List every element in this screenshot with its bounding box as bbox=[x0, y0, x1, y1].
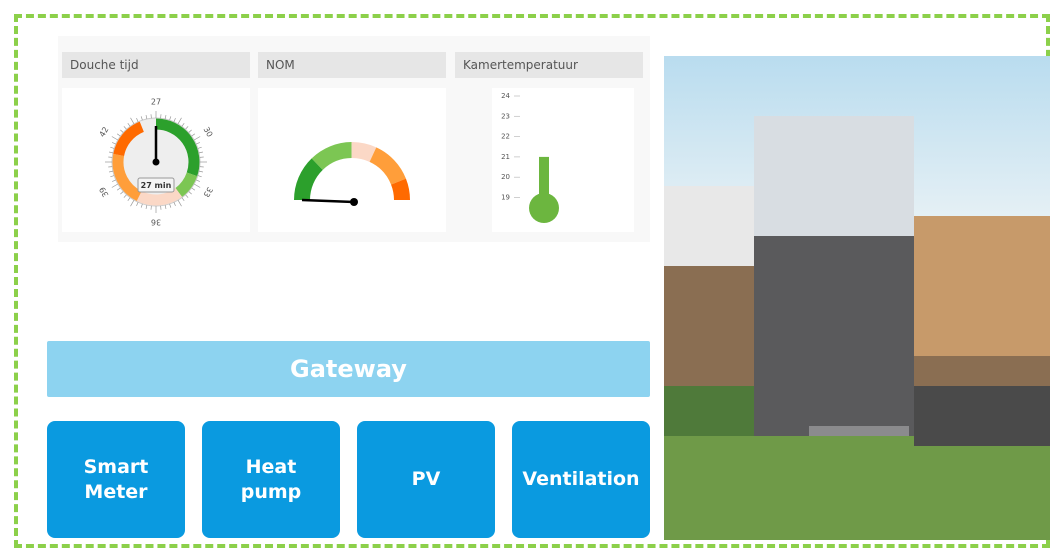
gauge-minor-tick bbox=[192, 134, 195, 136]
device-box: PV bbox=[357, 421, 495, 538]
gauge-minor-tick bbox=[182, 123, 184, 126]
gauge-minor-tick bbox=[120, 130, 123, 133]
gauge-minor-tick bbox=[189, 130, 192, 133]
device-box: Smart Meter bbox=[47, 421, 185, 538]
gauge-minor-tick bbox=[117, 134, 120, 136]
gauge-tick-label: 33 bbox=[202, 185, 215, 198]
widget-title: NOM bbox=[258, 52, 446, 78]
page: Douche tijd NOM Kamertemperatuur 27 30 33 3… bbox=[0, 0, 1059, 557]
gauge-minor-tick bbox=[198, 147, 202, 148]
gauge-minor-tick bbox=[124, 126, 127, 129]
gauge-minor-tick bbox=[194, 137, 200, 141]
gauge-minor-tick bbox=[112, 184, 118, 188]
gauge-widget: 27 30 33 36 39 42 27 min bbox=[62, 88, 250, 232]
gauge-minor-tick bbox=[109, 152, 113, 153]
widget-title: Kamertemperatuur bbox=[455, 52, 643, 78]
gateway-bar: Gateway bbox=[47, 341, 650, 397]
gauge-minor-tick bbox=[165, 205, 166, 209]
gauge-minor-tick bbox=[194, 184, 200, 188]
device-box: Heat pump bbox=[202, 421, 340, 538]
gauge-minor-tick bbox=[146, 115, 147, 119]
gauge-minor-tick bbox=[185, 126, 188, 129]
gauge-minor-tick bbox=[196, 142, 200, 144]
gauge-minor-tick bbox=[120, 191, 123, 194]
gauge-minor-tick bbox=[110, 176, 114, 177]
gauge-minor-tick bbox=[131, 200, 135, 206]
gauge-value-label: 27 min bbox=[141, 181, 172, 190]
gauge-minor-tick bbox=[178, 200, 182, 206]
photo-heat-pump bbox=[664, 56, 1050, 540]
gauge-minor-tick bbox=[192, 188, 195, 190]
gauge-tick-label: 27 bbox=[151, 98, 161, 107]
gauge-hub bbox=[153, 159, 160, 166]
gauge-tick-label: 42 bbox=[98, 125, 111, 138]
gauge-minor-tick bbox=[124, 195, 127, 198]
gauge-minor-tick bbox=[199, 152, 203, 153]
device-box: Ventilation bbox=[512, 421, 650, 538]
thermo-tick-label: 20 bbox=[501, 173, 510, 181]
gauge-tick-label: 36 bbox=[151, 218, 161, 227]
gauge-minor-tick bbox=[174, 202, 176, 206]
gauge-minor-tick bbox=[128, 123, 130, 126]
gauge-minor-tick bbox=[170, 204, 171, 208]
nom-widget bbox=[258, 88, 446, 232]
thermo-tick-label: 24 bbox=[501, 92, 510, 100]
gauge-minor-tick bbox=[141, 116, 142, 120]
thermometer-widget: 24 23 22 21 20 19 bbox=[492, 88, 634, 232]
gauge-minor-tick bbox=[141, 204, 142, 208]
gauge-minor-tick bbox=[109, 171, 113, 172]
gauge-minor-tick bbox=[110, 147, 114, 148]
thermo-bulb bbox=[529, 193, 559, 223]
thermo-tick-label: 22 bbox=[501, 133, 510, 141]
gauge-minor-tick bbox=[112, 137, 118, 141]
gauge-minor-tick bbox=[199, 171, 203, 172]
gauge-minor-tick bbox=[198, 176, 202, 177]
gauge-minor-tick bbox=[112, 142, 116, 144]
gauge-tick-label: 30 bbox=[202, 125, 215, 138]
needle bbox=[302, 200, 354, 202]
gauge-minor-tick bbox=[170, 116, 171, 120]
widget-title: Douche tijd bbox=[62, 52, 250, 78]
gauge-tick-label: 39 bbox=[98, 185, 111, 198]
gauge-minor-tick bbox=[131, 118, 135, 124]
gauge-minor-tick bbox=[182, 198, 184, 201]
dashboard-panel: Douche tijd NOM Kamertemperatuur 27 30 33 3… bbox=[58, 36, 650, 242]
gauge-minor-tick bbox=[146, 205, 147, 209]
needle-hub bbox=[350, 198, 358, 206]
gauge-minor-tick bbox=[196, 180, 200, 182]
gauge-minor-tick bbox=[165, 115, 166, 119]
thermo-tick-label: 21 bbox=[501, 153, 510, 161]
gauge-minor-tick bbox=[112, 180, 116, 182]
gauge-minor-tick bbox=[185, 195, 188, 198]
gauge-minor-tick bbox=[128, 198, 130, 201]
thermo-tick-label: 23 bbox=[501, 112, 510, 120]
thermo-tick-label: 19 bbox=[501, 194, 510, 202]
gauge-minor-tick bbox=[136, 202, 138, 206]
gauge-minor-tick bbox=[117, 188, 120, 190]
gauge-minor-tick bbox=[136, 118, 138, 122]
gauge-minor-tick bbox=[174, 118, 176, 122]
gauge-minor-tick bbox=[189, 191, 192, 194]
gauge-minor-tick bbox=[178, 118, 182, 124]
